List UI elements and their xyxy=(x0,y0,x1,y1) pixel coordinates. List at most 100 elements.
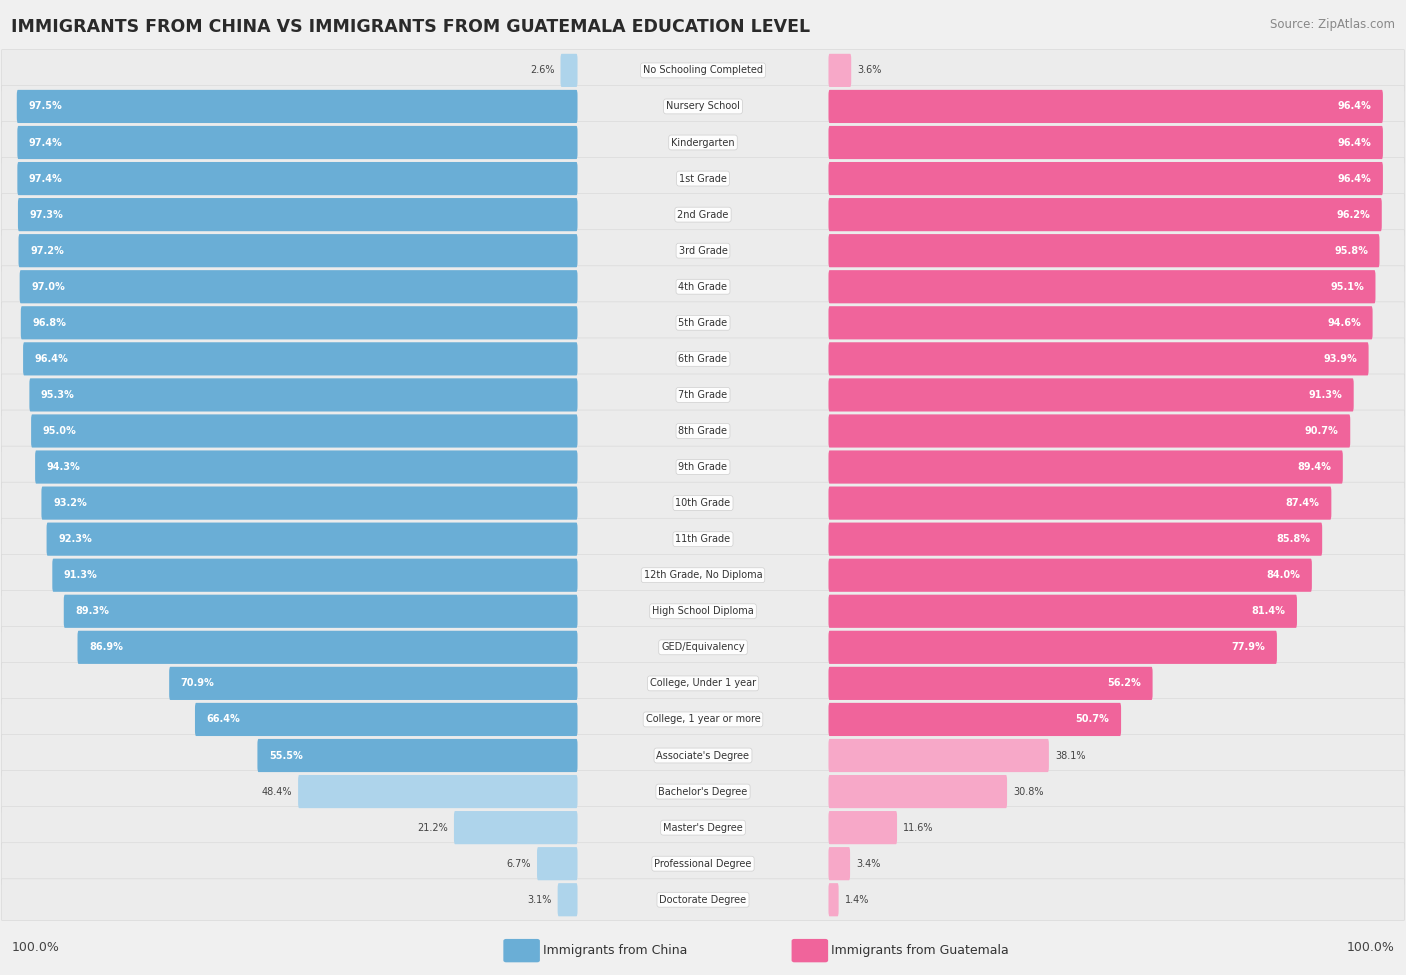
Text: 96.4%: 96.4% xyxy=(1337,137,1371,147)
FancyBboxPatch shape xyxy=(828,487,1331,520)
FancyBboxPatch shape xyxy=(1,410,1405,451)
Text: 86.9%: 86.9% xyxy=(89,643,122,652)
Text: 81.4%: 81.4% xyxy=(1251,606,1285,616)
FancyBboxPatch shape xyxy=(17,126,578,159)
Text: Bachelor's Degree: Bachelor's Degree xyxy=(658,787,748,797)
Text: Master's Degree: Master's Degree xyxy=(664,823,742,833)
Text: 2nd Grade: 2nd Grade xyxy=(678,210,728,219)
FancyBboxPatch shape xyxy=(22,342,578,375)
FancyBboxPatch shape xyxy=(31,414,578,448)
Text: Doctorate Degree: Doctorate Degree xyxy=(659,895,747,905)
Text: 3.1%: 3.1% xyxy=(527,895,551,905)
Text: 38.1%: 38.1% xyxy=(1054,751,1085,760)
Text: Immigrants from Guatemala: Immigrants from Guatemala xyxy=(831,944,1008,957)
Text: Professional Degree: Professional Degree xyxy=(654,859,752,869)
FancyBboxPatch shape xyxy=(1,302,1405,344)
FancyBboxPatch shape xyxy=(195,703,578,736)
Text: 66.4%: 66.4% xyxy=(207,715,240,724)
Text: GED/Equivalency: GED/Equivalency xyxy=(661,643,745,652)
FancyBboxPatch shape xyxy=(1,230,1405,272)
Text: Nursery School: Nursery School xyxy=(666,101,740,111)
Text: 70.9%: 70.9% xyxy=(181,679,215,688)
Text: 5th Grade: 5th Grade xyxy=(679,318,727,328)
FancyBboxPatch shape xyxy=(561,54,578,87)
Text: Source: ZipAtlas.com: Source: ZipAtlas.com xyxy=(1270,18,1395,30)
FancyBboxPatch shape xyxy=(41,487,578,520)
FancyBboxPatch shape xyxy=(1,734,1405,776)
FancyBboxPatch shape xyxy=(828,54,851,87)
FancyBboxPatch shape xyxy=(454,811,578,844)
Text: 48.4%: 48.4% xyxy=(262,787,292,797)
FancyBboxPatch shape xyxy=(828,595,1296,628)
Text: Associate's Degree: Associate's Degree xyxy=(657,751,749,760)
FancyBboxPatch shape xyxy=(1,50,1405,92)
Text: 30.8%: 30.8% xyxy=(1014,787,1043,797)
Text: 91.3%: 91.3% xyxy=(63,570,97,580)
FancyBboxPatch shape xyxy=(1,698,1405,740)
Text: 90.7%: 90.7% xyxy=(1305,426,1339,436)
Text: 93.2%: 93.2% xyxy=(53,498,87,508)
FancyBboxPatch shape xyxy=(828,198,1382,231)
FancyBboxPatch shape xyxy=(828,234,1379,267)
FancyBboxPatch shape xyxy=(1,590,1405,632)
FancyBboxPatch shape xyxy=(46,523,578,556)
FancyBboxPatch shape xyxy=(828,703,1121,736)
FancyBboxPatch shape xyxy=(18,234,578,267)
FancyBboxPatch shape xyxy=(828,775,1007,808)
Text: College, 1 year or more: College, 1 year or more xyxy=(645,715,761,724)
FancyBboxPatch shape xyxy=(828,270,1375,303)
Text: High School Diploma: High School Diploma xyxy=(652,606,754,616)
FancyBboxPatch shape xyxy=(1,86,1405,128)
Text: 85.8%: 85.8% xyxy=(1277,534,1310,544)
Text: 97.3%: 97.3% xyxy=(30,210,63,219)
Text: 97.4%: 97.4% xyxy=(30,137,63,147)
FancyBboxPatch shape xyxy=(828,450,1343,484)
Text: Kindergarten: Kindergarten xyxy=(671,137,735,147)
Text: Immigrants from China: Immigrants from China xyxy=(543,944,688,957)
FancyBboxPatch shape xyxy=(63,595,578,628)
Text: 4th Grade: 4th Grade xyxy=(679,282,727,292)
FancyBboxPatch shape xyxy=(1,122,1405,164)
Text: 11.6%: 11.6% xyxy=(903,823,934,833)
FancyBboxPatch shape xyxy=(828,631,1277,664)
Text: 89.3%: 89.3% xyxy=(76,606,110,616)
Text: College, Under 1 year: College, Under 1 year xyxy=(650,679,756,688)
FancyBboxPatch shape xyxy=(828,883,838,916)
FancyBboxPatch shape xyxy=(20,270,578,303)
Text: 84.0%: 84.0% xyxy=(1267,570,1301,580)
FancyBboxPatch shape xyxy=(828,811,897,844)
Text: 8th Grade: 8th Grade xyxy=(679,426,727,436)
FancyBboxPatch shape xyxy=(828,847,851,880)
FancyBboxPatch shape xyxy=(828,90,1384,123)
Text: 97.0%: 97.0% xyxy=(31,282,65,292)
FancyBboxPatch shape xyxy=(169,667,578,700)
Text: IMMIGRANTS FROM CHINA VS IMMIGRANTS FROM GUATEMALA EDUCATION LEVEL: IMMIGRANTS FROM CHINA VS IMMIGRANTS FROM… xyxy=(11,18,810,35)
Text: 91.3%: 91.3% xyxy=(1309,390,1343,400)
FancyBboxPatch shape xyxy=(828,306,1372,339)
FancyBboxPatch shape xyxy=(828,414,1350,448)
FancyBboxPatch shape xyxy=(1,842,1405,884)
Text: 9th Grade: 9th Grade xyxy=(679,462,727,472)
FancyBboxPatch shape xyxy=(1,266,1405,308)
FancyBboxPatch shape xyxy=(1,555,1405,596)
Text: 96.4%: 96.4% xyxy=(1337,101,1371,111)
FancyBboxPatch shape xyxy=(1,806,1405,848)
FancyBboxPatch shape xyxy=(257,739,578,772)
Text: 7th Grade: 7th Grade xyxy=(679,390,727,400)
FancyBboxPatch shape xyxy=(1,158,1405,200)
Text: 92.3%: 92.3% xyxy=(58,534,91,544)
FancyBboxPatch shape xyxy=(828,523,1322,556)
FancyBboxPatch shape xyxy=(1,626,1405,668)
FancyBboxPatch shape xyxy=(30,378,578,411)
FancyBboxPatch shape xyxy=(1,662,1405,704)
Text: 95.8%: 95.8% xyxy=(1334,246,1368,255)
Text: 3.4%: 3.4% xyxy=(856,859,880,869)
FancyBboxPatch shape xyxy=(52,559,578,592)
FancyBboxPatch shape xyxy=(1,194,1405,236)
FancyBboxPatch shape xyxy=(828,342,1368,375)
Text: 1.4%: 1.4% xyxy=(845,895,869,905)
Text: 97.4%: 97.4% xyxy=(30,174,63,183)
FancyBboxPatch shape xyxy=(18,198,578,231)
Text: 1st Grade: 1st Grade xyxy=(679,174,727,183)
FancyBboxPatch shape xyxy=(1,338,1405,380)
